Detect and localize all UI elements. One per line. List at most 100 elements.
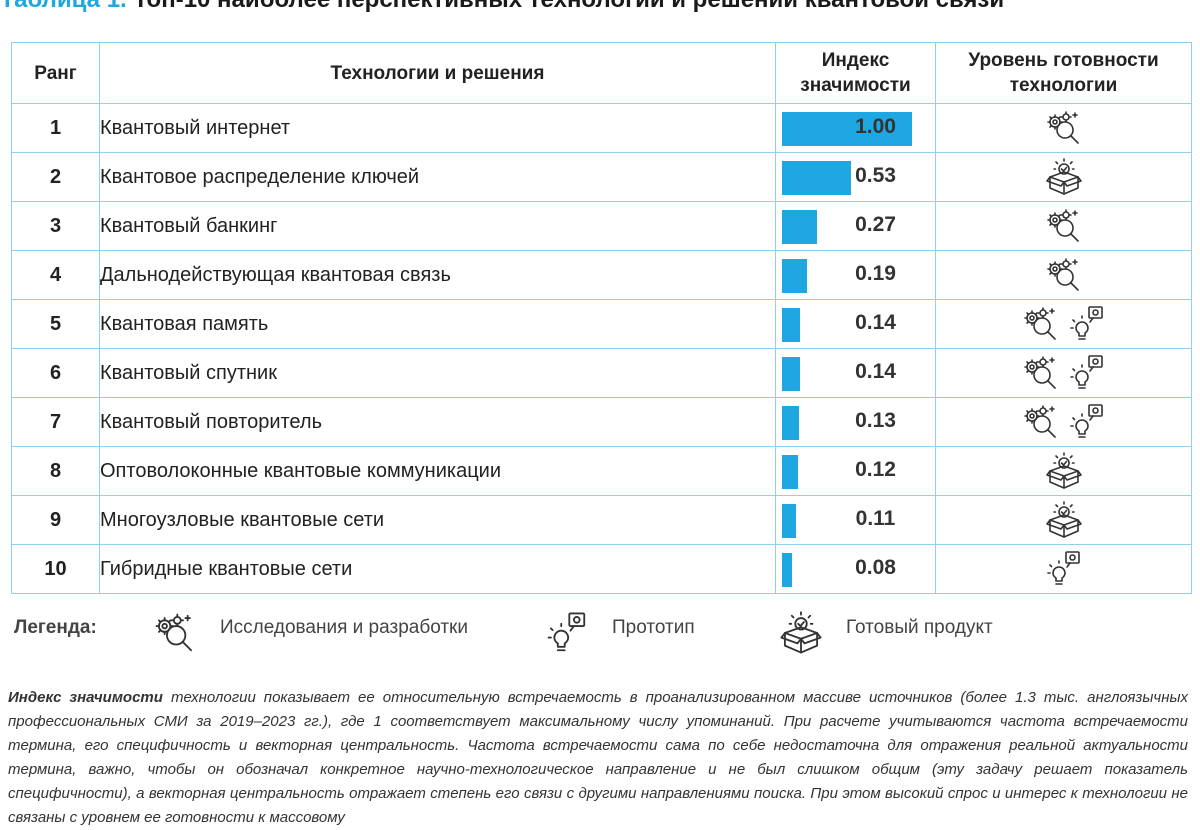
technology-table: Ранг Технологии и решения Индекс значимо… (11, 42, 1192, 594)
footnote: Индекс значимости технологии показывает … (8, 686, 1188, 830)
table-row: 8 Оптоволоконные квантовые коммуникации 0.… (11, 446, 1192, 496)
index-value: 0.08 (855, 556, 896, 579)
cell-index: 0.19 (775, 250, 936, 300)
cell-readiness (935, 397, 1192, 447)
table-row: 7 Квантовый повторитель 0.13 (11, 397, 1192, 447)
cell-index: 0.13 (775, 397, 936, 447)
cell-readiness (935, 348, 1192, 398)
cell-index: 0.27 (775, 201, 936, 251)
index-bar (782, 406, 799, 440)
cell-index: 0.08 (775, 544, 936, 594)
header-rank: Ранг (11, 42, 100, 104)
index-value: 1.00 (855, 115, 896, 138)
cell-readiness (935, 152, 1192, 202)
legend: Легенда: Исследования и разработки Прото… (14, 610, 1194, 660)
cell-readiness (935, 250, 1192, 300)
prototype-lightbulb-icon (544, 610, 590, 656)
cell-index: 0.11 (775, 495, 936, 545)
index-bar (782, 455, 798, 489)
cell-technology: Оптоволоконные квантовые коммуникации (99, 446, 776, 496)
cell-rank: 9 (11, 495, 100, 545)
header-name: Технологии и решения (99, 42, 776, 104)
cell-rank: 5 (11, 299, 100, 349)
cell-technology: Квантовая память (99, 299, 776, 349)
cell-readiness (935, 201, 1192, 251)
table-number: Таблица 1. (0, 0, 127, 13)
cell-rank: 3 (11, 201, 100, 251)
header-level: Уровень готовности технологии (935, 42, 1192, 104)
research-gears-magnifier-icon (1021, 402, 1061, 442)
index-bar (782, 308, 800, 342)
legend-title: Легенда: (14, 617, 97, 638)
footnote-lead: Индекс значимости (8, 689, 163, 706)
cell-index: 0.14 (775, 348, 936, 398)
research-gears-magnifier-icon (152, 610, 198, 656)
cell-technology: Гибридные квантовые сети (99, 544, 776, 594)
cell-index: 0.12 (775, 446, 936, 496)
index-bar (782, 553, 792, 587)
cell-rank: 7 (11, 397, 100, 447)
research-gears-magnifier-icon (1021, 353, 1061, 393)
research-gears-magnifier-icon (1044, 108, 1084, 148)
cell-rank: 10 (11, 544, 100, 594)
product-box-icon (1044, 451, 1084, 491)
legend-item-prototype: Прототип (544, 610, 695, 656)
index-value: 0.19 (855, 262, 896, 285)
legend-label: Готовый продукт (846, 617, 993, 638)
table-row: 10 Гибридные квантовые сети 0.08 (11, 544, 1192, 594)
index-value: 0.14 (855, 311, 896, 334)
cell-technology: Квантовый банкинг (99, 201, 776, 251)
research-gears-magnifier-icon (1044, 206, 1084, 246)
table-row: 1 Квантовый интернет 1.00 (11, 103, 1192, 153)
header-row: Ранг Технологии и решения Индекс значимо… (11, 42, 1192, 104)
legend-item-research: Исследования и разработки (152, 610, 468, 656)
table-row: 6 Квантовый спутник 0.14 (11, 348, 1192, 398)
cell-rank: 1 (11, 103, 100, 153)
cell-readiness (935, 103, 1192, 153)
index-bar (782, 161, 851, 195)
product-box-icon (1044, 500, 1084, 540)
cell-index: 1.00 (775, 103, 936, 153)
index-bar (782, 357, 800, 391)
index-value: 0.12 (855, 458, 896, 481)
legend-label: Исследования и разработки (220, 617, 468, 638)
cell-rank: 8 (11, 446, 100, 496)
index-bar (782, 504, 796, 538)
cell-rank: 2 (11, 152, 100, 202)
footnote-text: технологии показывает ее относительную в… (8, 689, 1188, 826)
index-bar (782, 259, 807, 293)
research-gears-magnifier-icon (1044, 255, 1084, 295)
cell-technology: Дальнодействующая квантовая связь (99, 250, 776, 300)
index-value: 0.13 (855, 409, 896, 432)
table-row: 5 Квантовая память 0.14 (11, 299, 1192, 349)
table-row: 9 Многоузловые квантовые сети 0.11 (11, 495, 1192, 545)
cell-readiness (935, 544, 1192, 594)
cell-readiness (935, 495, 1192, 545)
index-value: 0.14 (855, 360, 896, 383)
cell-readiness (935, 299, 1192, 349)
header-index: Индекс значимости (775, 42, 936, 104)
legend-label: Прототип (612, 617, 695, 638)
table-row: 3 Квантовый банкинг 0.27 (11, 201, 1192, 251)
index-bar (782, 210, 817, 244)
page-title: Таблица 1. Топ-10 наиболее перспективных… (0, 0, 1004, 14)
cell-technology: Квантовое распределение ключей (99, 152, 776, 202)
product-box-icon (1044, 157, 1084, 197)
index-bar (782, 112, 912, 146)
table-row: 2 Квантовое распределение ключей 0.53 (11, 152, 1192, 202)
cell-technology: Квантовый повторитель (99, 397, 776, 447)
index-value: 0.27 (855, 213, 896, 236)
cell-rank: 4 (11, 250, 100, 300)
product-box-icon (778, 610, 824, 656)
cell-rank: 6 (11, 348, 100, 398)
prototype-lightbulb-icon (1044, 549, 1084, 589)
prototype-lightbulb-icon (1067, 304, 1107, 344)
research-gears-magnifier-icon (1021, 304, 1061, 344)
cell-technology: Многоузловые квантовые сети (99, 495, 776, 545)
legend-item-product: Готовый продукт (778, 610, 993, 656)
cell-index: 0.14 (775, 299, 936, 349)
cell-readiness (935, 446, 1192, 496)
table-row: 4 Дальнодействующая квантовая связь 0.19 (11, 250, 1192, 300)
index-value: 0.11 (855, 507, 896, 530)
prototype-lightbulb-icon (1067, 402, 1107, 442)
